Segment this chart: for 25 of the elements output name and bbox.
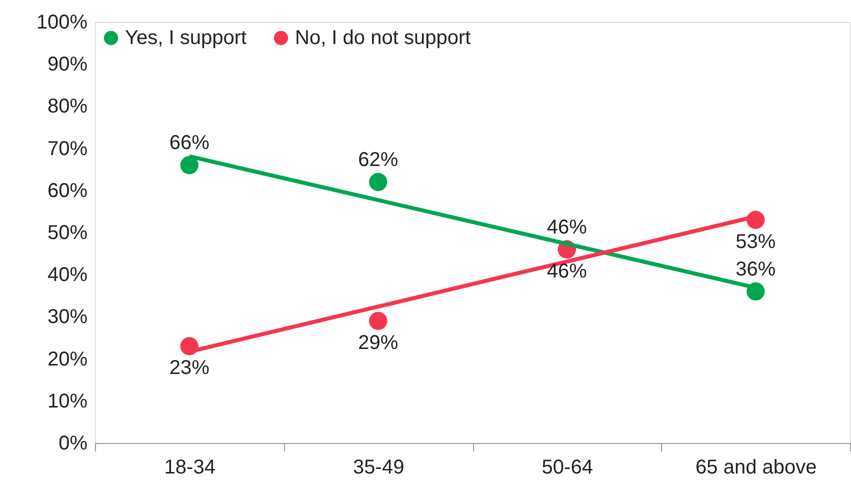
- legend-label: No, I do not support: [295, 27, 472, 49]
- data-label: 53%: [736, 230, 776, 253]
- legend-label: Yes, I support: [125, 27, 248, 49]
- data-label: 46%: [546, 216, 588, 238]
- x-tick-label: 18-34: [164, 456, 216, 478]
- x-tick-label: 35-49: [353, 456, 404, 478]
- y-tick-label: 20%: [47, 348, 88, 370]
- y-tick-label: 10%: [47, 390, 88, 412]
- y-tick-label: 90%: [47, 54, 88, 76]
- data-label: 23%: [169, 357, 210, 380]
- y-tick-label: 0%: [58, 432, 88, 454]
- y-tick-label: 30%: [47, 306, 88, 328]
- data-label: 29%: [358, 332, 398, 354]
- data-label: 46%: [546, 260, 588, 282]
- x-tick-label: 65 and above: [696, 456, 817, 478]
- y-tick-label: 40%: [47, 264, 88, 286]
- data-label: 66%: [169, 132, 210, 154]
- y-tick-label: 50%: [47, 222, 88, 244]
- x-tick-label: 50-64: [542, 456, 593, 478]
- y-tick-label: 100%: [36, 12, 88, 34]
- y-tick-label: 70%: [47, 138, 88, 160]
- y-tick-label: 80%: [47, 96, 88, 118]
- data-label: 62%: [358, 148, 398, 171]
- data-label: 36%: [736, 258, 776, 280]
- y-tick-label: 60%: [47, 180, 88, 202]
